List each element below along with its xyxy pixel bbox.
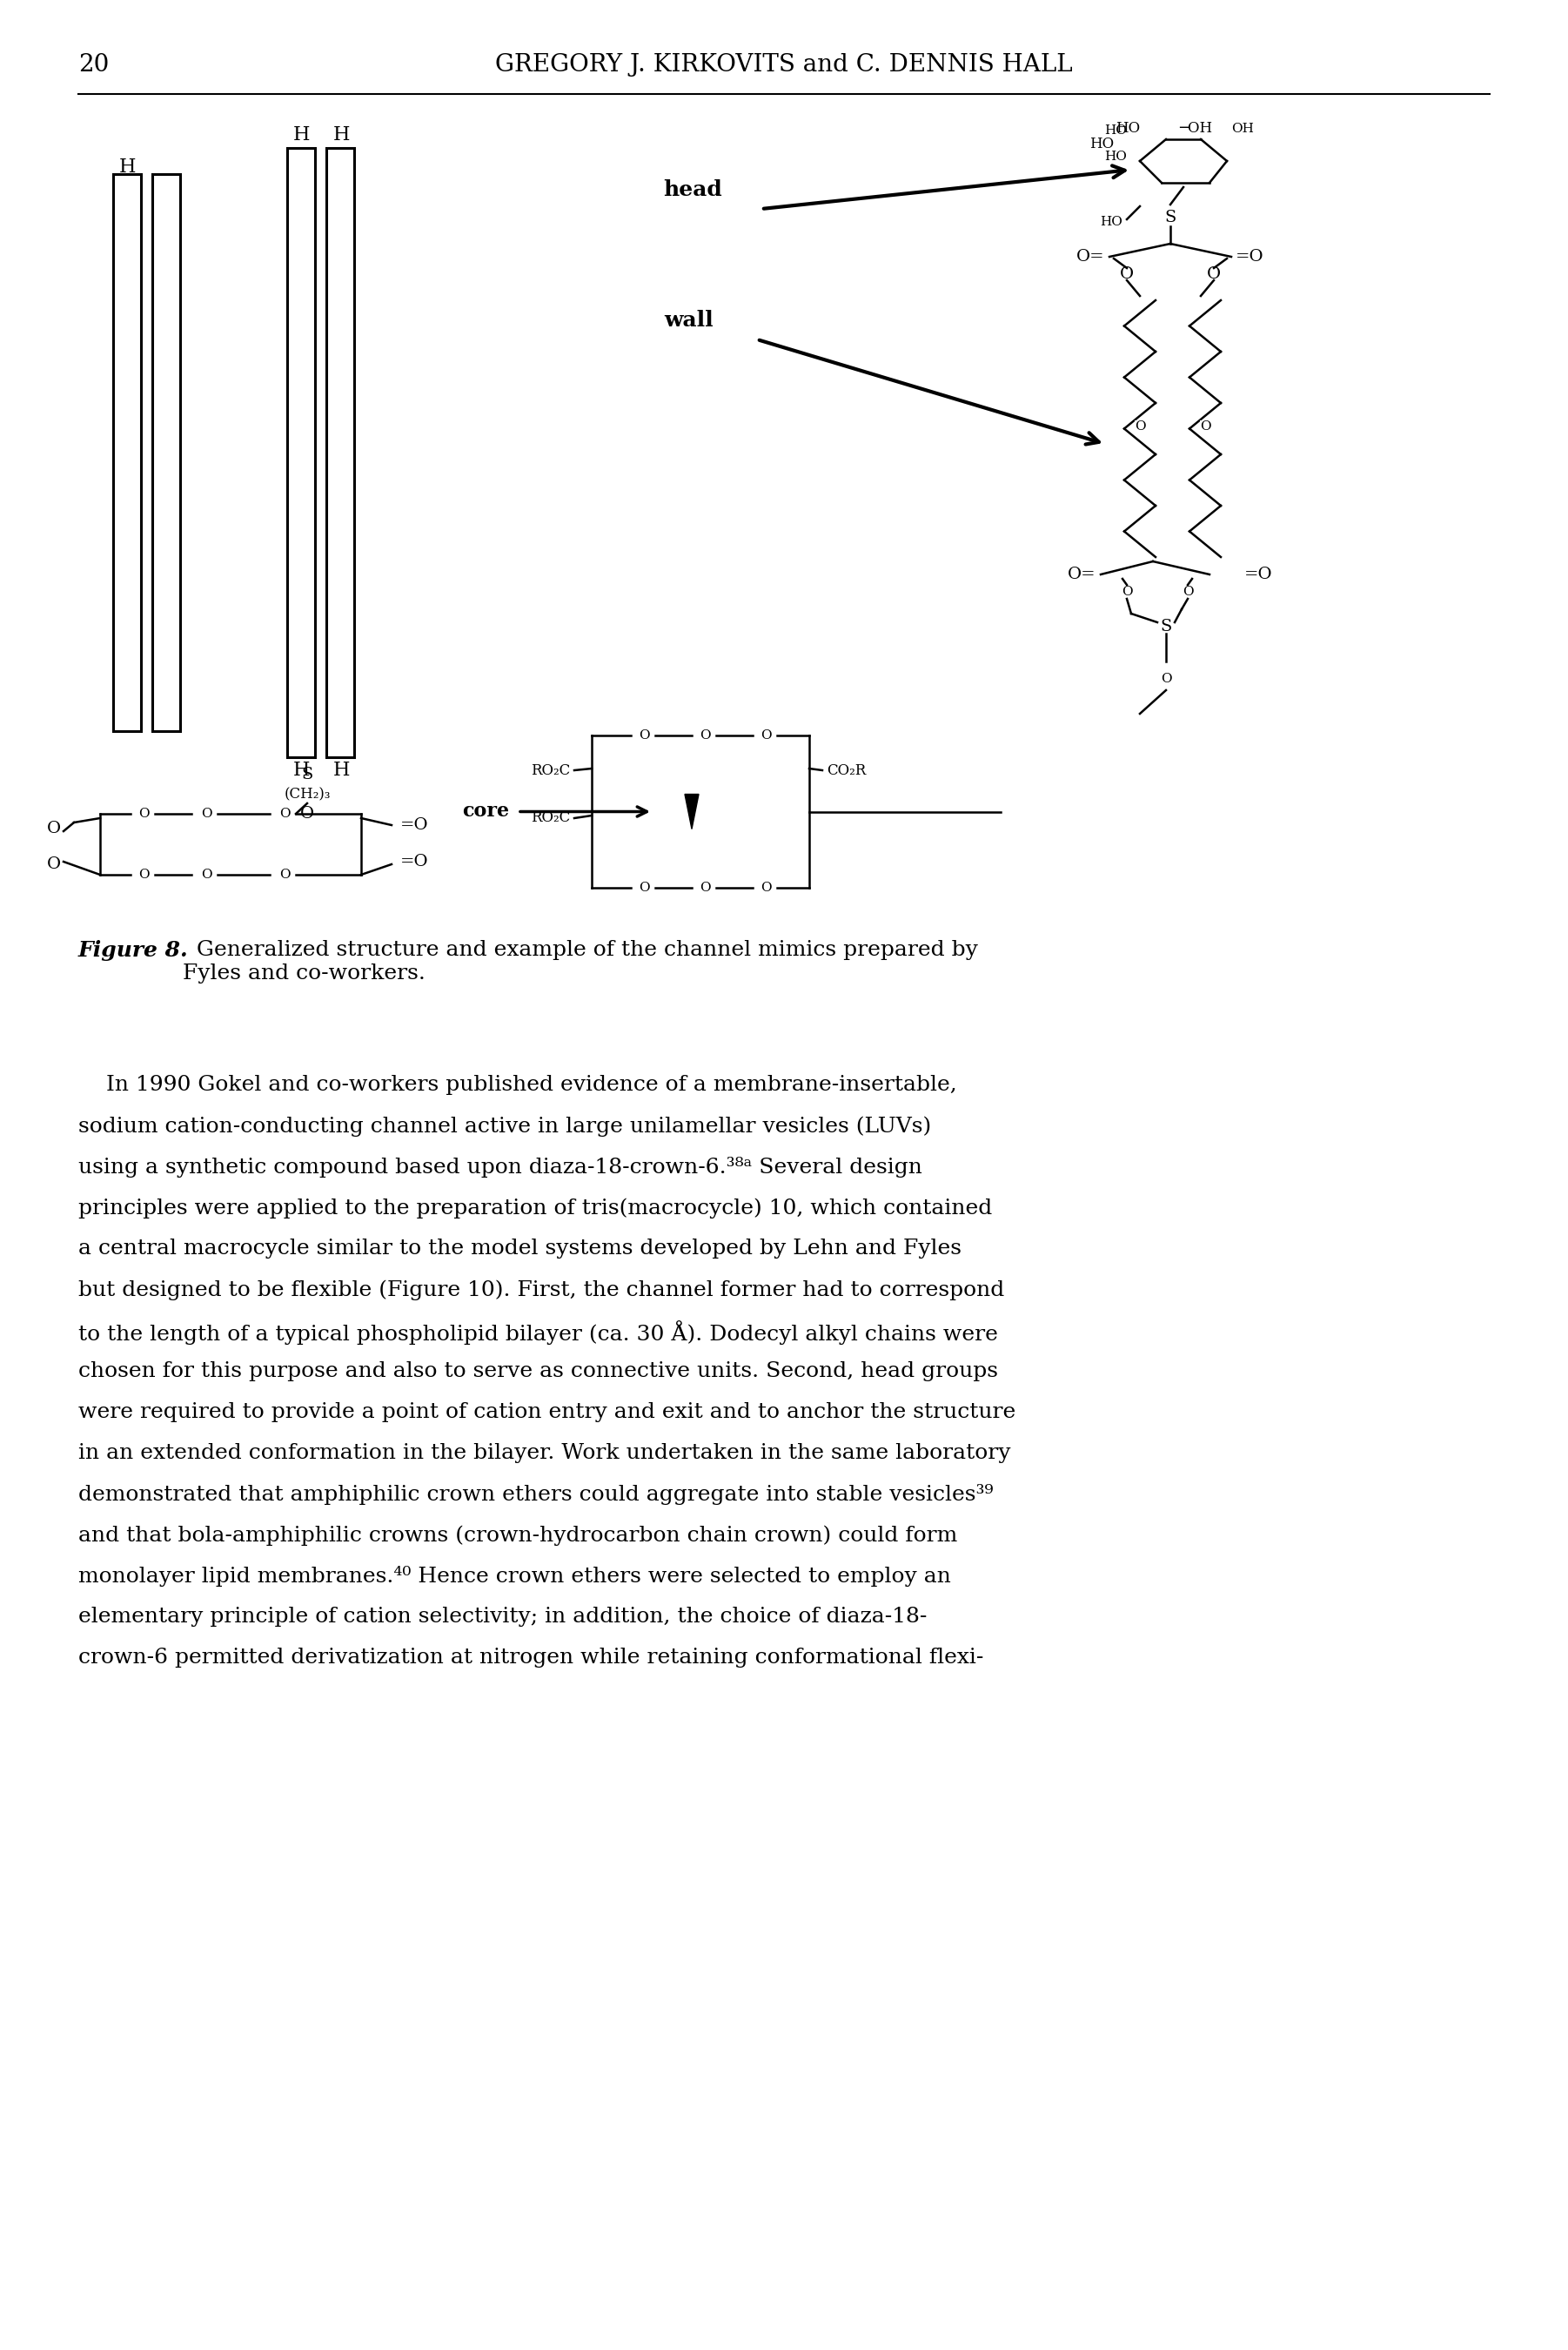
Text: O: O [299,806,314,822]
Text: and that bola-amphiphilic crowns (crown-hydrocarbon chain crown) could form: and that bola-amphiphilic crowns (crown-… [78,1525,958,1546]
Text: H: H [119,157,135,176]
Text: S: S [1165,209,1176,226]
Text: sodium cation-conducting channel active in large unilamellar vesicles (LUVs): sodium cation-conducting channel active … [78,1116,931,1137]
Text: HO: HO [1115,122,1140,136]
Text: O: O [138,870,149,881]
Text: O: O [1182,585,1193,597]
Text: O: O [638,881,649,893]
Text: principles were applied to the preparation of tris(macrocycle) ​10, which contai: principles were applied to the preparati… [78,1198,993,1217]
Text: In 1990 Gokel and co-workers published evidence of a membrane-insertable,: In 1990 Gokel and co-workers published e… [78,1074,956,1095]
Text: O: O [47,855,61,872]
Bar [113,174,141,731]
Text: H: H [334,125,351,143]
Text: O=: O= [1068,566,1096,583]
Text: Figure 8.: Figure 8. [78,940,188,961]
Text: H: H [334,761,351,780]
Text: crown-6 permitted derivatization at nitrogen while retaining conformational flex: crown-6 permitted derivatization at nitr… [78,1647,983,1668]
Text: demonstrated that amphiphilic crown ethers could aggregate into stable vesicles³: demonstrated that amphiphilic crown ethe… [78,1483,993,1504]
Text: O: O [699,728,710,743]
Text: chosen for this purpose and also to serve as connective units. Second, head grou: chosen for this purpose and also to serv… [78,1361,999,1382]
Text: 20: 20 [78,54,110,78]
Text: HO: HO [1104,125,1127,136]
Text: O: O [1200,421,1210,432]
Text: GREGORY J. KIRKOVITS and C. DENNIS HALL: GREGORY J. KIRKOVITS and C. DENNIS HALL [495,54,1073,78]
Text: =O: =O [400,853,428,870]
Text: HO: HO [1104,150,1127,162]
Text: RO₂C: RO₂C [530,764,569,778]
Text: Generalized structure and example of the channel mimics prepared by
Fyles and co: Generalized structure and example of the… [183,940,978,982]
Text: core: core [463,801,510,820]
Text: were required to provide a point of cation entry and exit and to anchor the stru: were required to provide a point of cati… [78,1403,1016,1422]
Text: elementary principle of cation selectivity; in addition, the choice of diaza-18-: elementary principle of cation selectivi… [78,1607,927,1626]
Text: using a synthetic compound based upon diaza-18-crown-6.³⁸ᵃ Several design: using a synthetic compound based upon di… [78,1156,922,1177]
Text: HO: HO [1090,136,1113,150]
Text: but designed to be flexible (Figure 10). First, the channel former had to corres: but designed to be flexible (Figure 10).… [78,1278,1005,1300]
Text: wall: wall [665,310,713,331]
Text: S: S [301,766,314,783]
Text: HO: HO [1101,216,1123,228]
Text: monolayer lipid membranes.⁴⁰ Hence crown ethers were selected to employ an: monolayer lipid membranes.⁴⁰ Hence crown… [78,1565,950,1586]
Bar [287,148,315,757]
Text: H: H [293,761,309,780]
Text: O: O [760,728,771,743]
Text: in an extended conformation in the bilayer. Work undertaken in the same laborato: in an extended conformation in the bilay… [78,1443,1011,1464]
Polygon shape [685,794,699,830]
Text: (CH₂)₃: (CH₂)₃ [284,787,331,801]
Text: O: O [1120,266,1134,282]
Text: =O: =O [1245,566,1273,583]
Text: a central macrocycle similar to the model systems developed by Lehn and Fyles: a central macrocycle similar to the mode… [78,1238,961,1260]
Text: S: S [1160,618,1171,634]
Text: H: H [293,125,309,143]
Text: O: O [1121,585,1132,597]
Text: O: O [279,808,290,820]
Text: ─OH: ─OH [1179,122,1212,136]
Text: O=: O= [1077,249,1105,266]
Text: O: O [201,870,212,881]
Text: O: O [760,881,771,893]
Text: RO₂C: RO₂C [530,811,569,825]
Text: O: O [1207,266,1221,282]
Text: =O: =O [400,818,428,832]
Text: OH: OH [1231,122,1254,134]
Text: O: O [279,870,290,881]
Text: O: O [1134,421,1145,432]
Text: to the length of a typical phospholipid bilayer (ca. 30 Å). Dodecyl alkyl chains: to the length of a typical phospholipid … [78,1321,997,1344]
Text: O: O [699,881,710,893]
Text: O: O [47,820,61,837]
Text: CO₂R: CO₂R [826,764,866,778]
Bar [326,148,354,757]
Text: O: O [638,728,649,743]
Text: O: O [1160,672,1171,684]
Text: head: head [663,179,723,200]
Text: =O: =O [1236,249,1264,266]
Text: O: O [138,808,149,820]
Bar [152,174,180,731]
Text: O: O [201,808,212,820]
